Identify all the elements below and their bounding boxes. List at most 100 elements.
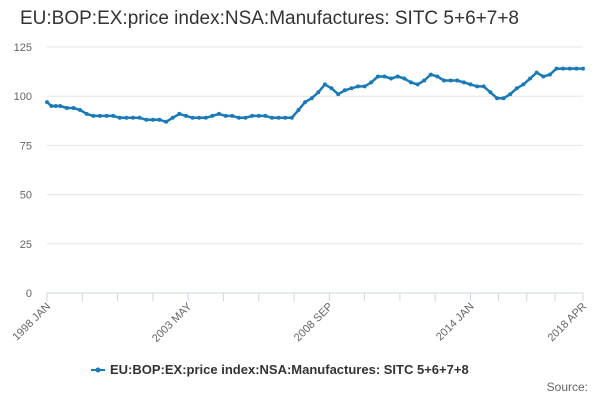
data-point bbox=[157, 117, 162, 122]
legend-swatch-marker bbox=[95, 367, 101, 373]
data-point bbox=[91, 113, 96, 118]
series-layer bbox=[45, 66, 585, 124]
legend[interactable]: EU:BOP:EX:price index:NSA:Manufactures: … bbox=[91, 362, 469, 377]
data-point bbox=[283, 115, 288, 120]
source-label: Source: bbox=[546, 380, 588, 394]
data-point bbox=[203, 115, 208, 120]
data-point bbox=[541, 74, 546, 79]
data-point bbox=[270, 115, 274, 120]
data-point bbox=[342, 88, 347, 93]
data-point bbox=[574, 66, 579, 71]
data-point bbox=[395, 74, 400, 79]
data-point bbox=[289, 115, 294, 120]
data-point bbox=[230, 113, 235, 118]
x-axis: 1998 JAN 2003 MAY 2008 SEP 2014 JAN 2018 APR bbox=[10, 293, 589, 345]
data-point bbox=[547, 72, 552, 77]
data-point bbox=[448, 78, 453, 83]
data-point bbox=[64, 106, 69, 110]
data-point bbox=[488, 90, 493, 95]
data-point bbox=[243, 115, 248, 120]
data-point bbox=[150, 117, 155, 122]
data-point bbox=[581, 66, 585, 71]
data-point bbox=[435, 74, 440, 79]
data-point bbox=[117, 115, 122, 120]
data-point bbox=[468, 82, 473, 87]
data-point bbox=[190, 115, 195, 120]
data-point bbox=[78, 108, 83, 112]
data-point bbox=[455, 78, 460, 83]
data-point bbox=[442, 78, 446, 83]
data-point bbox=[422, 78, 427, 83]
data-point bbox=[170, 115, 175, 120]
data-point bbox=[554, 66, 559, 71]
data-point bbox=[309, 96, 314, 101]
data-point bbox=[256, 113, 261, 118]
data-point bbox=[144, 117, 149, 122]
data-point bbox=[250, 113, 255, 118]
y-tick-label: 100 bbox=[14, 91, 32, 103]
data-point bbox=[501, 96, 506, 101]
data-point bbox=[389, 76, 394, 81]
data-point bbox=[475, 84, 480, 89]
data-point bbox=[217, 111, 221, 116]
data-point bbox=[97, 113, 102, 118]
data-point bbox=[210, 113, 215, 118]
data-point bbox=[322, 82, 327, 87]
x-tick-label: 2008 SEP bbox=[292, 301, 336, 345]
data-point bbox=[561, 66, 566, 71]
data-point bbox=[461, 80, 466, 85]
data-point bbox=[53, 104, 58, 108]
data-point bbox=[303, 100, 308, 105]
data-point bbox=[131, 115, 135, 120]
data-point bbox=[567, 66, 572, 71]
data-point bbox=[329, 86, 334, 91]
data-point bbox=[409, 80, 413, 85]
y-tick-label: 25 bbox=[20, 239, 32, 251]
data-point bbox=[514, 86, 519, 91]
data-point bbox=[375, 74, 380, 79]
y-tick-label: 75 bbox=[20, 140, 32, 152]
data-point bbox=[111, 113, 116, 118]
data-point bbox=[236, 115, 241, 120]
data-point bbox=[508, 92, 513, 97]
data-point bbox=[495, 96, 499, 101]
y-tick-label: 0 bbox=[26, 288, 32, 300]
data-point bbox=[481, 84, 486, 89]
grid-lines bbox=[47, 46, 583, 294]
data-point bbox=[362, 84, 367, 89]
data-point bbox=[177, 111, 182, 116]
data-point bbox=[296, 108, 301, 112]
data-point bbox=[184, 113, 188, 118]
data-point bbox=[521, 82, 526, 87]
chart-title: EU:BOP:EX:price index:NSA:Manufactures: … bbox=[20, 8, 519, 29]
x-tick-label: 2014 JAN bbox=[434, 301, 477, 344]
data-point bbox=[223, 113, 228, 118]
data-point bbox=[369, 80, 374, 85]
legend-label: EU:BOP:EX:price index:NSA:Manufactures: … bbox=[110, 362, 469, 377]
data-point bbox=[356, 84, 360, 89]
data-point bbox=[124, 115, 129, 120]
data-point bbox=[137, 115, 142, 120]
data-point bbox=[276, 115, 281, 120]
y-tick-label: 50 bbox=[20, 190, 32, 202]
data-point bbox=[263, 113, 268, 118]
data-point bbox=[316, 90, 321, 95]
data-point bbox=[534, 70, 539, 75]
series-line bbox=[45, 67, 585, 124]
data-point bbox=[164, 119, 169, 124]
data-point bbox=[45, 100, 49, 105]
data-point bbox=[415, 82, 420, 87]
data-point bbox=[58, 104, 63, 108]
data-point bbox=[382, 74, 387, 79]
y-tick-label: 125 bbox=[14, 42, 32, 54]
data-point bbox=[428, 72, 433, 77]
data-point bbox=[197, 115, 202, 120]
x-tick-label: 2003 MAY bbox=[150, 300, 195, 345]
data-point bbox=[349, 86, 354, 91]
x-tick-label: 2018 APR bbox=[546, 301, 590, 345]
data-point bbox=[84, 111, 89, 116]
y-axis-ticks: 0 25 50 75 100 125 bbox=[14, 42, 32, 300]
x-tick-label: 1998 JAN bbox=[10, 301, 53, 344]
data-point bbox=[49, 104, 54, 108]
